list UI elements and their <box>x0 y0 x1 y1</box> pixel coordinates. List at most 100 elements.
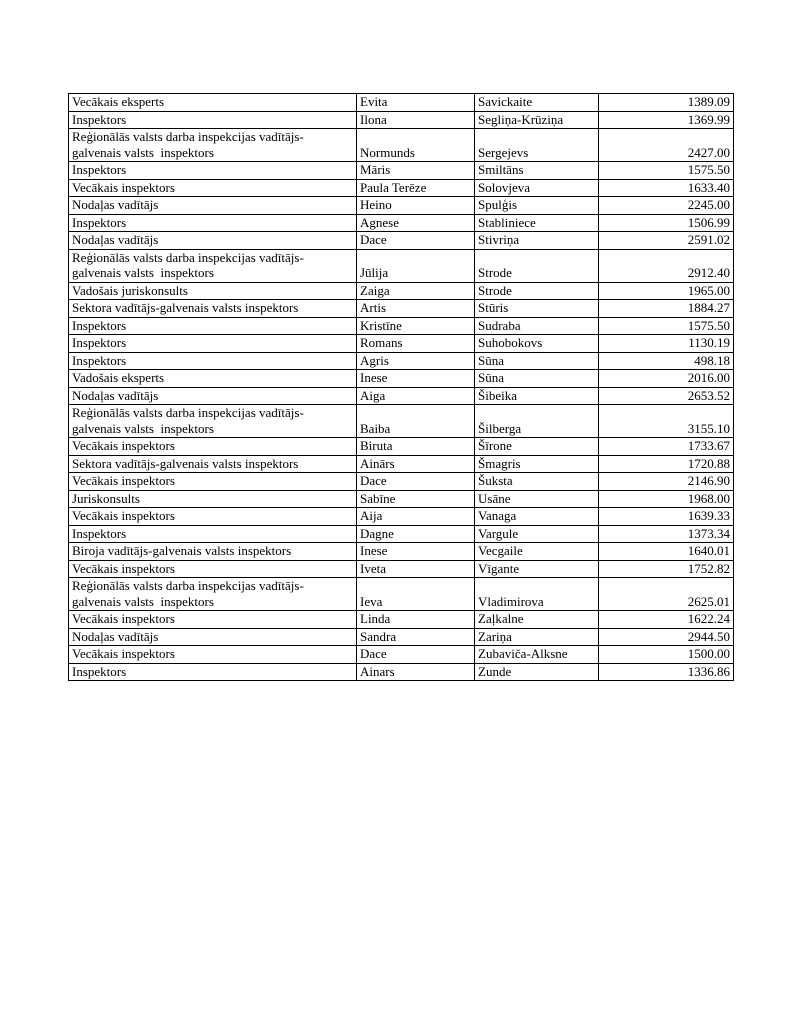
first-name-cell: Dace <box>356 645 475 664</box>
table-row: Inspektors Dagne Vargule 1373.34 <box>68 524 734 543</box>
last-name-cell: Vanaga <box>474 507 599 526</box>
table-row: Sektora vadītājs-galvenais valsts inspek… <box>68 299 734 318</box>
first-name-cell: Zaiga <box>356 281 475 300</box>
position-cell: Nodaļas vadītājs <box>68 386 357 405</box>
last-name-cell: Vladimirova <box>474 577 599 611</box>
position-cell: Juriskonsults <box>68 489 357 508</box>
table-row: Vecākais inspektors Biruta Šīrone 1733.6… <box>68 437 734 456</box>
amount-cell: 1639.33 <box>598 507 734 526</box>
position-cell: Vecākais inspektors <box>68 437 357 456</box>
first-name-cell: Normunds <box>356 128 475 162</box>
first-name-cell: Aiga <box>356 386 475 405</box>
table-row: Inspektors Agnese Stabliniece 1506.99 <box>68 213 734 232</box>
last-name-cell: Spulģis <box>474 196 599 215</box>
position-cell: Inspektors <box>68 316 357 335</box>
first-name-cell: Agris <box>356 351 475 370</box>
table-row: Vecākais inspektors Iveta Vīgante 1752.8… <box>68 559 734 578</box>
first-name-cell: Ainars <box>356 662 475 681</box>
position-cell: Vecākais eksperts <box>68 93 357 112</box>
position-cell: Inspektors <box>68 110 357 129</box>
last-name-cell: Smiltāns <box>474 161 599 180</box>
first-name-cell: Ainārs <box>356 454 475 473</box>
table-row: Inspektors Kristīne Sudraba 1575.50 <box>68 316 734 335</box>
amount-cell: 2653.52 <box>598 386 734 405</box>
position-cell: Sektora vadītājs-galvenais valsts inspek… <box>68 454 357 473</box>
table-row: Vecākais inspektors Paula Terēze Solovje… <box>68 178 734 197</box>
last-name-cell: Vīgante <box>474 559 599 578</box>
table-row: Reģionālās valsts darba inspekcijas vadī… <box>68 248 734 283</box>
last-name-cell: Šibeika <box>474 386 599 405</box>
first-name-cell: Sandra <box>356 627 475 646</box>
table-row: Inspektors Romans Suhobokovs 1130.19 <box>68 334 734 353</box>
table-row: Inspektors Māris Smiltāns 1575.50 <box>68 161 734 180</box>
last-name-cell: Zubaviča-Alksne <box>474 645 599 664</box>
position-cell: Nodaļas vadītājs <box>68 231 357 250</box>
table-row: Nodaļas vadītājs Aiga Šibeika 2653.52 <box>68 386 734 405</box>
last-name-cell: Šmagris <box>474 454 599 473</box>
amount-cell: 1622.24 <box>598 610 734 629</box>
amount-cell: 2591.02 <box>598 231 734 250</box>
first-name-cell: Dace <box>356 231 475 250</box>
position-cell: Nodaļas vadītājs <box>68 627 357 646</box>
table-row: Juriskonsults Sabīne Usāne 1968.00 <box>68 489 734 508</box>
last-name-cell: Usāne <box>474 489 599 508</box>
amount-cell: 1968.00 <box>598 489 734 508</box>
amount-cell: 1369.99 <box>598 110 734 129</box>
table-row: Inspektors Ainars Zunde 1336.86 <box>68 662 734 681</box>
position-cell: Vadošais eksperts <box>68 369 357 388</box>
first-name-cell: Iveta <box>356 559 475 578</box>
amount-cell: 2625.01 <box>598 577 734 611</box>
position-cell: Reģionālās valsts darba inspekcijas vadī… <box>68 248 357 283</box>
last-name-cell: Segliņa-Krūziņa <box>474 110 599 129</box>
position-cell: Inspektors <box>68 161 357 180</box>
first-name-cell: Biruta <box>356 437 475 456</box>
table-row: Vadošais eksperts Inese Sūna 2016.00 <box>68 369 734 388</box>
first-name-cell: Linda <box>356 610 475 629</box>
amount-cell: 1633.40 <box>598 178 734 197</box>
amount-cell: 2016.00 <box>598 369 734 388</box>
first-name-cell: Baiba <box>356 404 475 438</box>
amount-cell: 1733.67 <box>598 437 734 456</box>
position-cell: Vadošais juriskonsults <box>68 281 357 300</box>
table-row: Inspektors Agris Sūna 498.18 <box>68 351 734 370</box>
first-name-cell: Sabīne <box>356 489 475 508</box>
table-row: Vadošais juriskonsults Zaiga Strode 1965… <box>68 281 734 300</box>
first-name-cell: Inese <box>356 542 475 561</box>
table-row: Vecākais inspektors Dace Šuksta 2146.90 <box>68 472 734 491</box>
first-name-cell: Jūlija <box>356 248 475 283</box>
first-name-cell: Heino <box>356 196 475 215</box>
position-cell: Biroja vadītājs-galvenais valsts inspekt… <box>68 542 357 561</box>
position-cell: Nodaļas vadītājs <box>68 196 357 215</box>
last-name-cell: Stivriņa <box>474 231 599 250</box>
position-cell: Vecākais inspektors <box>68 645 357 664</box>
amount-cell: 1575.50 <box>598 161 734 180</box>
amount-cell: 1640.01 <box>598 542 734 561</box>
last-name-cell: Strode <box>474 281 599 300</box>
table-row: Vecākais eksperts Evita Savickaite 1389.… <box>68 93 734 112</box>
position-cell: Inspektors <box>68 213 357 232</box>
table-row: Vecākais inspektors Linda Zaļkalne 1622.… <box>68 610 734 629</box>
amount-cell: 1752.82 <box>598 559 734 578</box>
table-row: Nodaļas vadītājs Sandra Zariņa 2944.50 <box>68 627 734 646</box>
position-cell: Inspektors <box>68 524 357 543</box>
table-row: Reģionālās valsts darba inspekcijas vadī… <box>68 577 734 611</box>
last-name-cell: Zariņa <box>474 627 599 646</box>
table-row: Reģionālās valsts darba inspekcijas vadī… <box>68 404 734 438</box>
position-cell: Vecākais inspektors <box>68 559 357 578</box>
position-cell: Reģionālās valsts darba inspekcijas vadī… <box>68 128 357 162</box>
position-cell: Vecākais inspektors <box>68 178 357 197</box>
last-name-cell: Šilberga <box>474 404 599 438</box>
amount-cell: 2146.90 <box>598 472 734 491</box>
amount-cell: 1130.19 <box>598 334 734 353</box>
table-row: Nodaļas vadītājs Dace Stivriņa 2591.02 <box>68 231 734 250</box>
amount-cell: 3155.10 <box>598 404 734 438</box>
table-row: Sektora vadītājs-galvenais valsts inspek… <box>68 454 734 473</box>
amount-cell: 1720.88 <box>598 454 734 473</box>
position-cell: Vecākais inspektors <box>68 610 357 629</box>
last-name-cell: Solovjeva <box>474 178 599 197</box>
table-row: Reģionālās valsts darba inspekcijas vadī… <box>68 128 734 162</box>
amount-cell: 2245.00 <box>598 196 734 215</box>
position-cell: Reģionālās valsts darba inspekcijas vadī… <box>68 404 357 438</box>
position-cell: Reģionālās valsts darba inspekcijas vadī… <box>68 577 357 611</box>
